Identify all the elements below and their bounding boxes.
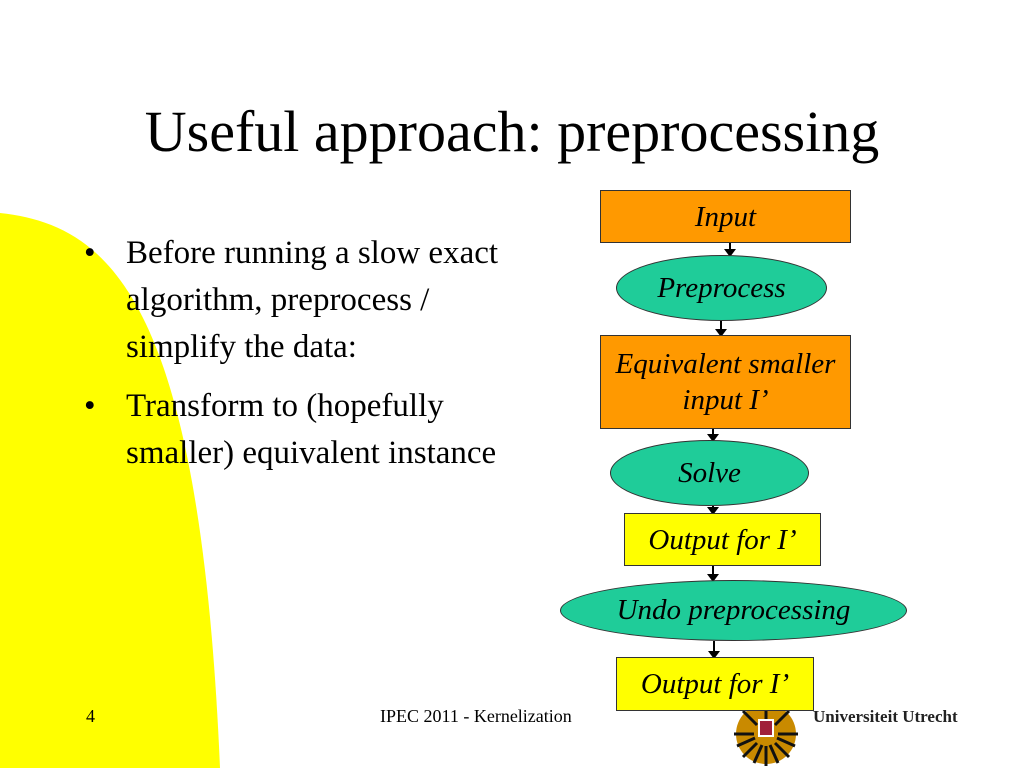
arrow-icon [715, 321, 727, 337]
bullet-icon: • [84, 235, 96, 271]
arrow-icon [707, 506, 719, 515]
bullet-item: • Before running a slow exact algorithm, … [84, 230, 504, 371]
university-logo-icon [734, 702, 798, 766]
flow-undo-preprocessing: Undo preprocessing [560, 580, 907, 641]
bullet-icon: • [84, 388, 96, 424]
arrow-icon [724, 243, 736, 257]
page-number: 4 [86, 706, 95, 726]
bullet-list: • Before running a slow exact algorithm, … [84, 230, 504, 489]
flow-solve: Solve [610, 440, 809, 506]
flow-preprocess: Preprocess [616, 255, 827, 321]
arrow-icon [707, 566, 719, 582]
slide-title: Useful approach: preprocessing [144, 99, 880, 164]
flow-final-output: Output for I’ [616, 657, 814, 711]
university-name: Universiteit Utrecht [813, 707, 958, 726]
flow-output-i-prime: Output for I’ [624, 513, 821, 566]
flow-input: Input [600, 190, 851, 243]
bullet-item: • Transform to (hopefully smaller) equiva… [84, 383, 504, 477]
arrow-icon [708, 641, 720, 659]
flow-equivalent-input: Equivalent smaller input I’ [600, 335, 851, 429]
arrow-icon [707, 429, 719, 442]
footer-text: IPEC 2011 - Kernelization [380, 706, 572, 726]
